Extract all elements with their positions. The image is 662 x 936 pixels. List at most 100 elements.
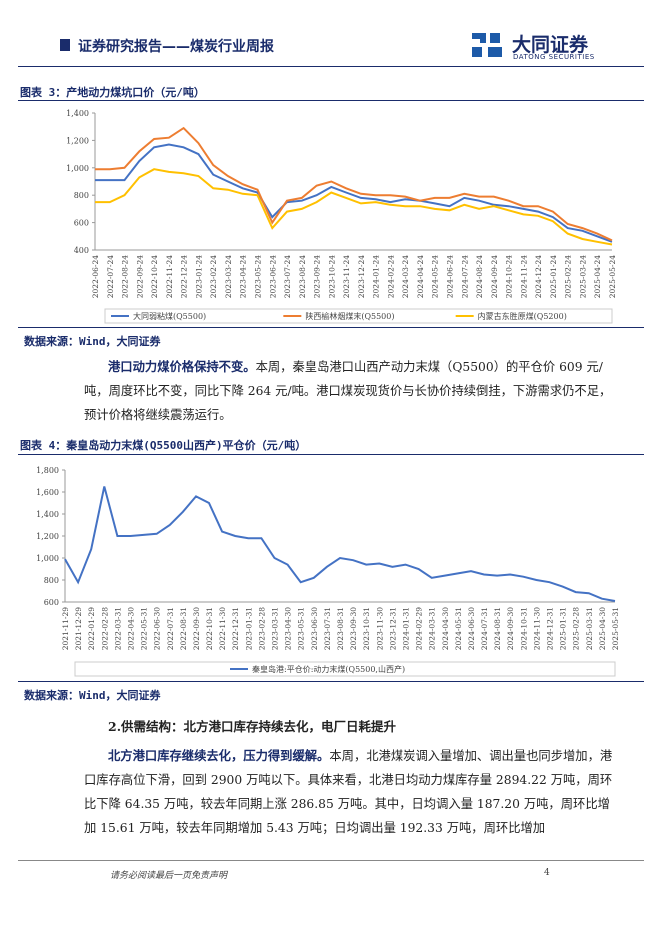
x-tick-label: 2024-02-24 [386,255,395,298]
x-tick-label: 2023-09-30 [349,607,358,650]
logo-subtext: DATONG SECURITIES [513,53,595,61]
y-tick-label: 400 [74,246,89,255]
x-tick-label: 2025-02-28 [572,607,581,650]
x-tick-label: 2024-07-24 [460,255,469,298]
legend-label: 大同弱粘煤(Q5500) [133,311,206,321]
x-tick-label: 2023-11-24 [342,255,351,298]
x-tick-label: 2025-05-31 [611,607,620,650]
logo-icon [472,33,502,57]
lead: 北方港口库存继续去化，压力得到缓解。 [108,748,330,763]
series-line [95,143,613,243]
y-tick-label: 1,400 [36,510,59,519]
page-number: 4 [544,868,550,878]
legend-box [74,661,616,677]
x-tick-label: 2023-06-24 [268,255,277,298]
x-tick-label: 2024-09-30 [506,607,515,650]
x-tick-label: 2025-04-24 [593,255,602,298]
x-tick-label: 2023-12-31 [388,607,397,650]
x-tick-label: 2023-01-24 [194,255,203,298]
x-tick-label: 2024-04-24 [416,255,425,298]
x-tick-label: 2023-10-31 [362,607,371,650]
x-tick-label: 2023-12-24 [357,255,366,298]
x-tick-label: 2024-02-29 [415,607,424,650]
x-tick-label: 2025-03-24 [578,255,587,298]
x-tick-label: 2025-05-24 [608,255,617,298]
x-tick-label: 2025-01-31 [559,607,568,650]
y-tick-label: 1,200 [66,136,89,145]
figure-rule [18,100,644,101]
x-tick-label: 2024-12-31 [546,607,555,650]
y-tick-label: 600 [44,598,59,607]
x-tick-label: 2025-04-30 [598,607,607,650]
x-tick-label: 2024-04-30 [441,607,450,650]
x-tick-label: 2024-01-24 [372,255,381,298]
legend-label: 秦皇岛港:平仓价:动力末煤(Q5500,山西产) [252,664,405,674]
x-tick-label: 2023-01-31 [244,607,253,650]
paragraph: 港口动力煤价格保持不变。本周，秦皇岛港口山西产动力末煤（Q5500）的平仓价 6… [84,355,614,427]
x-tick-label: 2024-11-30 [532,607,541,650]
logo-text: 大同证券 [512,34,589,56]
x-tick-label: 2022-02-28 [100,607,109,650]
x-tick-label: 2024-09-24 [490,255,499,298]
x-tick-label: 2022-03-31 [113,607,122,650]
x-tick-label: 2023-03-24 [224,255,233,298]
y-tick-label: 1,400 [66,109,89,118]
y-tick-label: 800 [44,576,59,585]
x-tick-label: 2022-06-24 [91,255,100,298]
x-tick-label: 2023-05-31 [297,607,306,650]
x-tick-label: 2022-11-24 [165,255,174,298]
x-tick-label: 2022-01-29 [87,607,96,650]
figure-rule [18,454,644,455]
x-tick-label: 2022-05-31 [140,607,149,650]
y-tick-label: 1,000 [36,554,59,563]
header-title: 证券研究报告——煤炭行业周报 [78,39,274,55]
footer-rule [18,860,644,861]
x-tick-label: 2022-04-30 [126,607,135,650]
x-tick-label: 2023-08-24 [298,255,307,298]
x-tick-label: 2023-05-24 [253,255,262,298]
figure-title: 图表 4：秦皇岛动力末煤(Q5500山西产)平仓价（元/吨） [20,439,307,452]
figure-title: 图表 3：产地动力煤坑口价（元/吨） [20,86,205,99]
body: 本周，秦皇岛港口山西产动力末煤（Q5500）的平仓价 609 元/吨，周度环比不… [84,360,612,422]
x-tick-label: 2024-05-31 [454,607,463,650]
x-tick-label: 2022-12-31 [231,607,240,650]
x-tick-label: 2023-10-24 [327,255,336,298]
x-tick-label: 2024-01-31 [401,607,410,650]
x-tick-label: 2025-01-24 [549,255,558,298]
lead: 港口动力煤价格保持不变。 [108,359,256,374]
x-tick-label: 2023-07-24 [283,255,292,298]
x-tick-label: 2024-08-24 [475,255,484,298]
chart: 600 800 1,000 1,200 1,400 1,600 1,800 2021-11-2… [36,466,620,677]
x-tick-label: 2023-11-30 [375,607,384,650]
x-tick-label: 2022-07-31 [166,607,175,650]
y-tick-label: 1,600 [36,488,59,497]
legend-box [104,308,613,324]
series-line [95,168,613,246]
x-tick-label: 2022-11-30 [218,607,227,650]
x-tick-label: 2024-07-31 [480,607,489,650]
x-tick-label: 2022-10-24 [150,255,159,298]
x-tick-label: 2023-08-31 [336,607,345,650]
x-tick-label: 2024-06-30 [467,607,476,650]
x-tick-label: 2024-03-31 [428,607,437,650]
x-tick-label: 2023-04-30 [284,607,293,650]
x-tick-label: 2023-07-31 [323,607,332,650]
footer-note: 请务必阅读最后一页免责声明 [110,871,228,881]
source: 数据来源：Wind，大同证券 [24,689,161,702]
x-tick-label: 2022-09-30 [192,607,201,650]
x-tick-label: 2023-02-28 [257,607,266,650]
x-tick-label: 2022-06-30 [153,607,162,650]
x-tick-label: 2022-07-24 [106,255,115,298]
x-tick-label: 2023-02-24 [209,255,218,298]
series-line [95,126,613,242]
chart: 400 600 800 1,000 1,200 1,400 2022-06-24 2022-0… [66,109,617,324]
x-tick-label: 2024-11-24 [519,255,528,298]
legend-label: 内蒙古东胜原煤(Q5200) [478,311,567,321]
x-tick-label: 2024-05-24 [431,255,440,298]
x-tick-label: 2023-06-30 [310,607,319,650]
x-tick-label: 2025-03-31 [585,607,594,650]
x-tick-label: 2023-09-24 [313,255,322,298]
figure-rule [18,327,644,328]
x-tick-label: 2024-10-31 [519,607,528,650]
